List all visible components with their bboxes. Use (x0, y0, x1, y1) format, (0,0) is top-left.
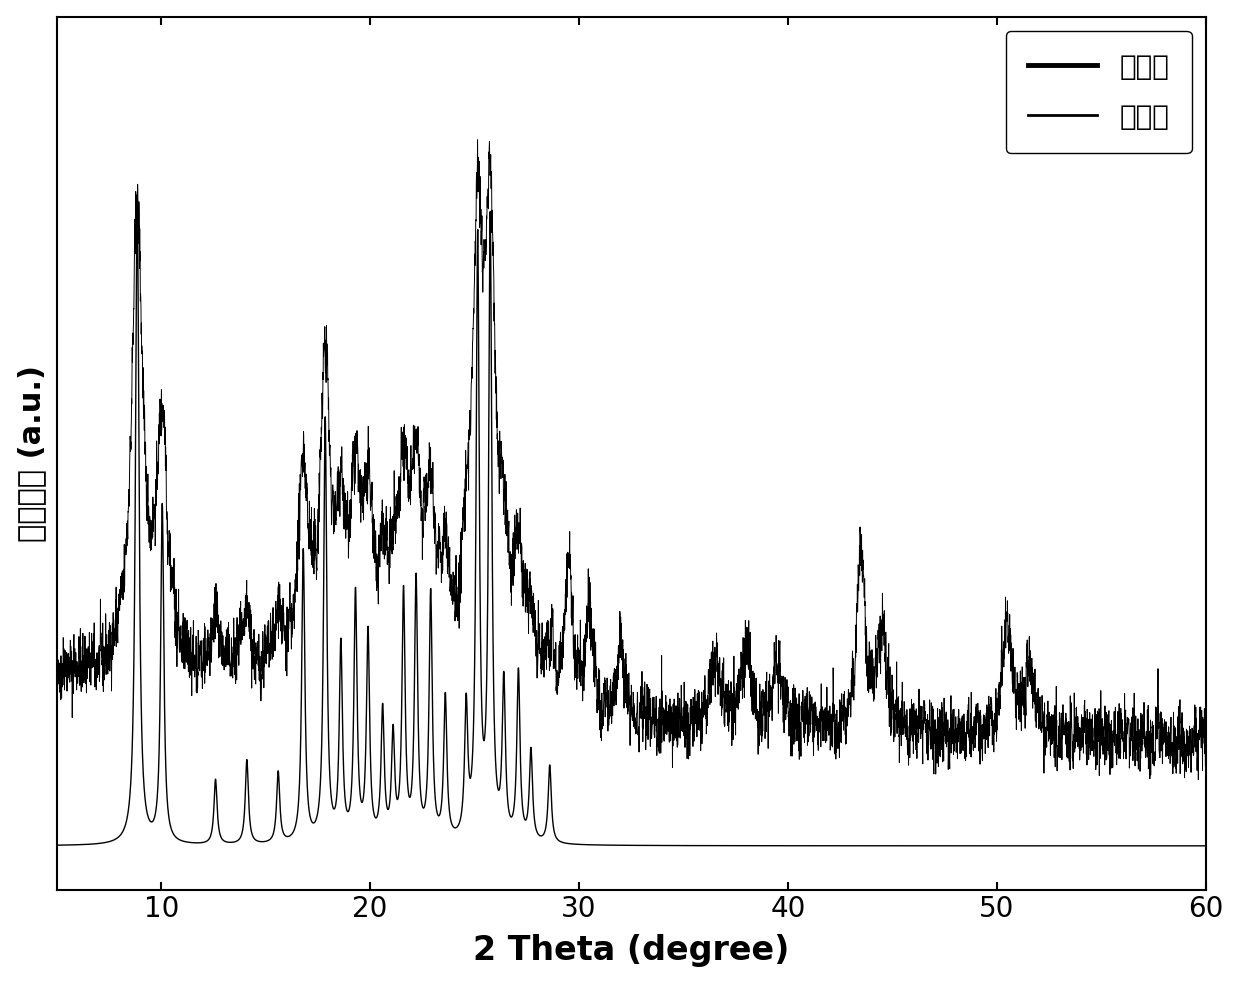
X-axis label: 2 Theta (degree): 2 Theta (degree) (472, 935, 790, 967)
Legend: 模拟値, 实验値: 模拟値, 实验値 (1006, 31, 1192, 154)
Y-axis label: 衍射强度 (a.u.): 衍射强度 (a.u.) (16, 365, 46, 542)
